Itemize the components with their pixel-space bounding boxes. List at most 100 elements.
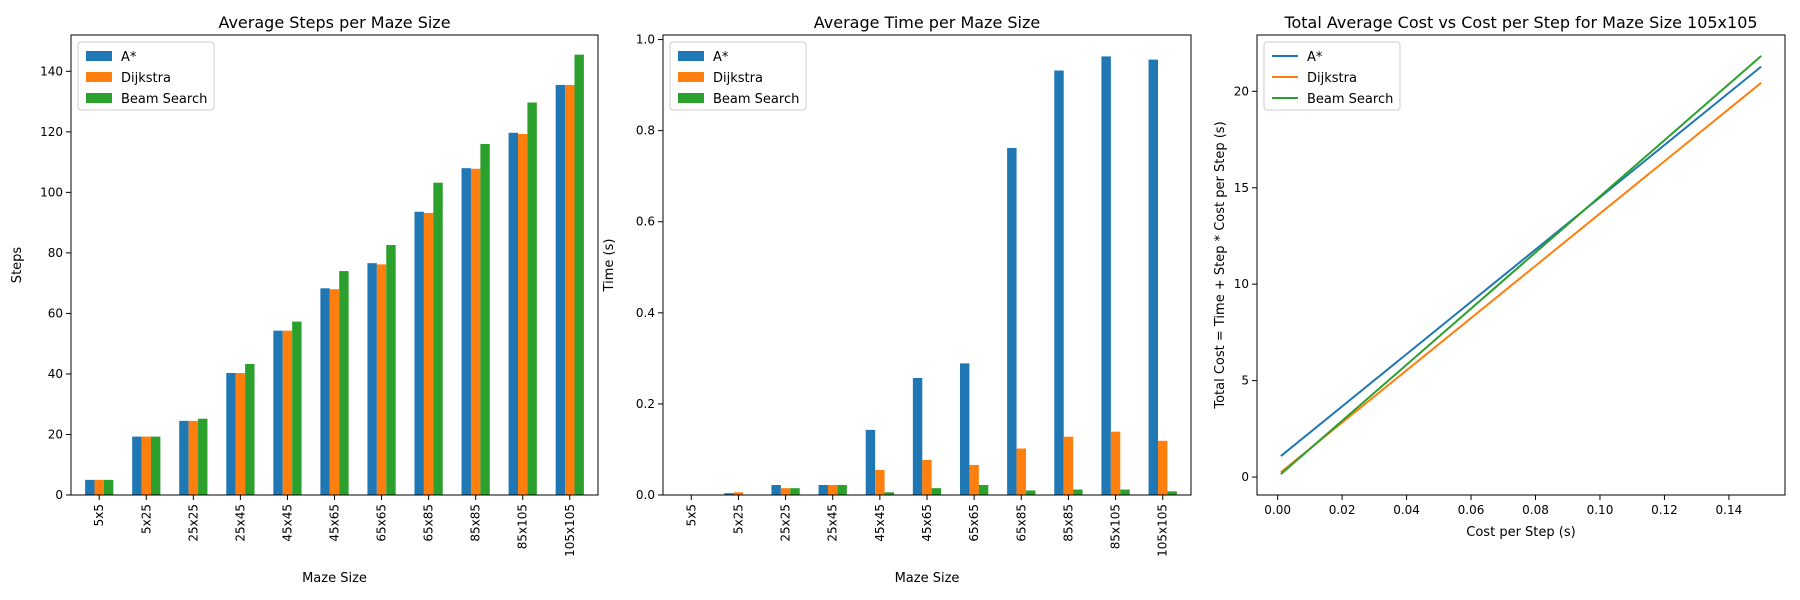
bar-1-1-7 [1016, 448, 1026, 495]
bar-0-0-8 [461, 168, 471, 495]
xtick-label-1-4: 45x45 [873, 504, 887, 542]
chart-title-0: Average Steps per Maze Size [218, 13, 450, 32]
bar-0-2-0 [103, 479, 114, 495]
bar-0-2-4 [292, 321, 302, 495]
ytick-label-1-0: 0.0 [636, 488, 655, 502]
bar-1-0-2 [771, 484, 781, 495]
legend-swatch-0-1 [86, 72, 112, 82]
bar-0-0-9 [508, 132, 519, 495]
bar-1-2-3 [837, 484, 847, 495]
legend-label-0-0: A* [121, 50, 137, 65]
legend-label-2-1: Dijkstra [1307, 71, 1357, 86]
x-axis-label-2: Cost per Step (s) [1466, 525, 1575, 540]
xtick-label-0-7: 65x85 [422, 504, 436, 542]
ytick-label-1-4: 0.8 [636, 124, 655, 138]
y-axis-label-0: Steps [10, 247, 25, 284]
x-axis-label-0: Maze Size [302, 571, 367, 586]
legend-swatch-1-2 [678, 93, 704, 103]
ytick-label-2-2: 10 [1234, 277, 1249, 291]
chart-title-2: Total Average Cost vs Cost per Step for … [1283, 13, 1757, 32]
x-axis-label-1: Maze Size [895, 571, 960, 586]
ytick-label-1-5: 1.0 [636, 33, 655, 47]
legend-label-2-2: Beam Search [1307, 92, 1393, 107]
bar-1-1-3 [828, 484, 838, 495]
bar-1-1-9 [1110, 431, 1121, 495]
bar-0-2-5 [339, 271, 349, 495]
bar-1-2-2 [790, 488, 800, 495]
xtick-label-2-1: 0.02 [1329, 503, 1356, 517]
xtick-label-0-4: 45x45 [280, 504, 294, 542]
bar-1-2-6 [978, 484, 989, 495]
bar-1-0-6 [960, 363, 970, 495]
bar-1-1-10 [1158, 440, 1168, 495]
bar-1-1-1 [733, 492, 744, 495]
xtick-label-2-5: 0.10 [1587, 503, 1614, 517]
bar-1-1-5 [922, 459, 932, 495]
legend-label-1-1: Dijkstra [713, 71, 763, 86]
bar-0-0-4 [273, 330, 283, 495]
ytick-label-0-6: 120 [40, 125, 63, 139]
xtick-label-1-7: 65x85 [1014, 504, 1028, 542]
ytick-label-0-3: 60 [48, 306, 63, 320]
bar-0-2-3 [245, 363, 255, 495]
legend-swatch-1-0 [678, 51, 704, 61]
y-axis-label-1: Time (s) [602, 239, 617, 293]
legend-swatch-1-1 [678, 72, 704, 82]
xtick-label-1-0: 5x5 [684, 504, 698, 526]
bar-0-0-7 [414, 211, 424, 495]
bar-1-1-4 [875, 469, 885, 495]
ytick-label-0-5: 100 [40, 185, 63, 199]
ytick-label-0-7: 140 [40, 64, 63, 78]
bar-1-2-8 [1073, 489, 1083, 495]
xtick-label-0-2: 25x25 [186, 504, 200, 542]
bar-0-0-0 [85, 479, 95, 495]
bar-1-2-4 [884, 492, 894, 495]
bar-1-0-8 [1054, 70, 1064, 495]
bar-1-0-5 [912, 377, 923, 495]
xtick-label-2-6: 0.12 [1651, 503, 1678, 517]
bar-1-1-8 [1063, 436, 1074, 495]
bar-1-0-4 [865, 429, 876, 495]
axes-frame-2 [1256, 34, 1786, 496]
legend-label-1-0: A* [713, 50, 729, 65]
bar-0-2-2 [198, 418, 208, 495]
series-line-2-0 [1280, 65, 1762, 457]
bar-0-2-6 [386, 245, 396, 495]
bar-0-1-3 [235, 373, 246, 495]
series-line-2-2 [1280, 55, 1762, 475]
legend-label-0-1: Dijkstra [121, 71, 171, 86]
bar-0-0-10 [555, 84, 566, 496]
bar-1-0-10 [1148, 59, 1158, 496]
bar-0-0-5 [320, 288, 330, 495]
xtick-label-1-10: 105x105 [1156, 504, 1170, 557]
bar-0-0-1 [132, 436, 142, 495]
xtick-label-0-9: 85x105 [516, 504, 530, 549]
xtick-label-2-3: 0.06 [1458, 503, 1485, 517]
bar-1-2-9 [1120, 489, 1130, 495]
ytick-label-1-2: 0.4 [636, 306, 655, 320]
legend-swatch-0-0 [86, 51, 112, 61]
xtick-label-1-1: 5x25 [731, 504, 745, 534]
bar-0-1-8 [470, 168, 481, 495]
xtick-label-2-4: 0.08 [1522, 503, 1549, 517]
ytick-label-2-1: 5 [1241, 374, 1249, 388]
ytick-label-0-2: 40 [48, 367, 63, 381]
xtick-label-1-9: 85x105 [1109, 504, 1123, 549]
bar-0-1-6 [376, 264, 387, 495]
xtick-label-0-6: 65x65 [375, 504, 389, 542]
ytick-label-0-0: 0 [55, 488, 63, 502]
bar-1-0-3 [818, 484, 828, 495]
xtick-label-1-3: 25x45 [826, 504, 840, 542]
xtick-label-1-6: 65x65 [967, 504, 981, 542]
legend-label-2-0: A* [1307, 50, 1323, 65]
series-line-2-1 [1280, 82, 1762, 474]
bar-1-0-7 [1007, 147, 1017, 495]
bar-0-1-9 [518, 133, 528, 496]
bar-0-0-3 [226, 373, 236, 495]
ytick-label-0-4: 80 [48, 246, 63, 260]
bar-0-2-8 [480, 143, 490, 495]
bar-0-0-2 [179, 420, 189, 495]
y-axis-label-2: Total Cost = Time + Step * Cost per Step… [1213, 121, 1228, 409]
legend-label-1-2: Beam Search [713, 92, 799, 107]
